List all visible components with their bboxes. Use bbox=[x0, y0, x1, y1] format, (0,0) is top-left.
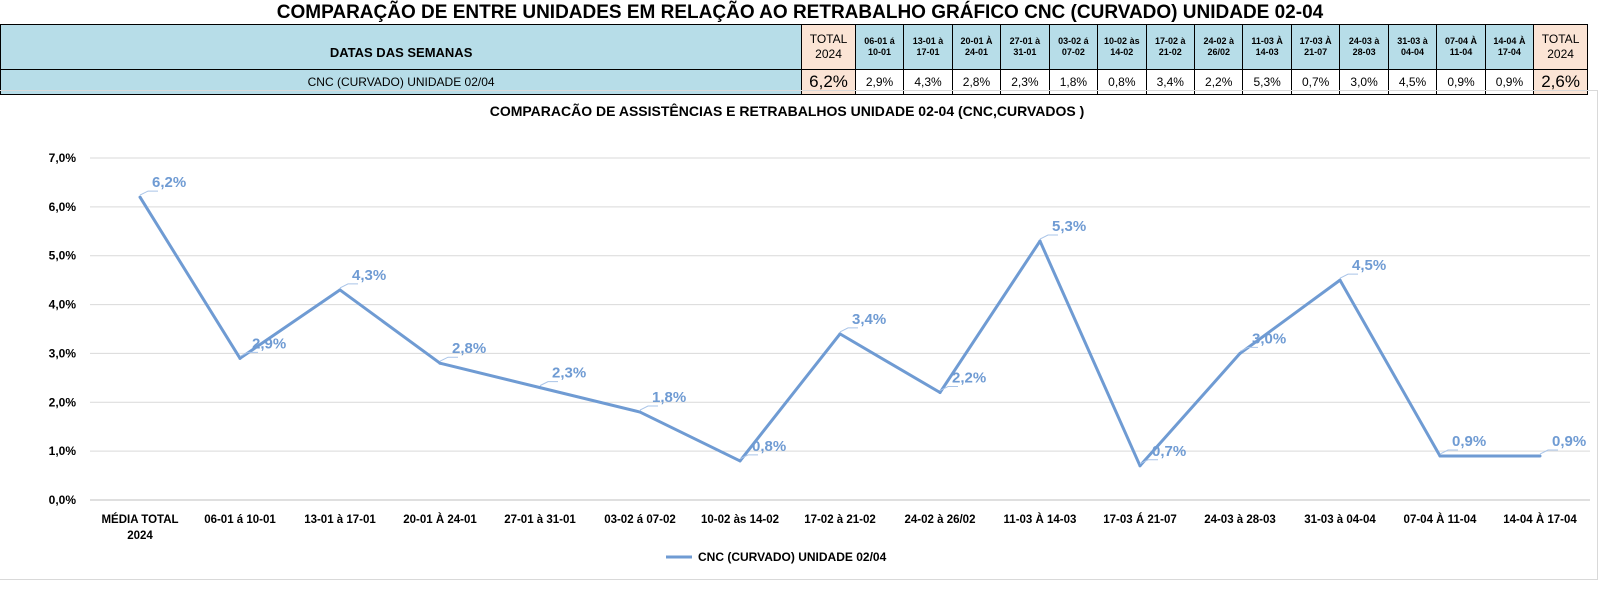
data-label-leader bbox=[239, 351, 258, 357]
week-header-cell: 06-01 á 10-01 bbox=[854, 24, 905, 70]
data-label: 0,8% bbox=[752, 438, 786, 455]
data-label-leader bbox=[739, 454, 758, 460]
x-tick-label: 14-04 À 17-04 bbox=[1503, 513, 1577, 526]
x-tick-label: 17-02 à 21-02 bbox=[804, 514, 876, 526]
week-header-cell: 27-01 à 31-01 bbox=[1000, 24, 1050, 70]
data-label-leader bbox=[439, 356, 458, 362]
series-plot bbox=[138, 195, 1542, 468]
data-label-leader bbox=[539, 381, 558, 387]
data-label-leader bbox=[639, 405, 658, 411]
data-label: 1,8% bbox=[652, 389, 686, 406]
data-point bbox=[1338, 278, 1342, 282]
gridlines bbox=[90, 157, 1590, 501]
data-point bbox=[1438, 454, 1442, 458]
data-label-leader bbox=[1539, 449, 1558, 455]
x-tick-label: 17-03 Á 21-07 bbox=[1103, 513, 1177, 526]
data-point bbox=[938, 391, 942, 395]
legend: CNC (CURVADO) UNIDADE 02/04 bbox=[666, 550, 887, 564]
y-tick-label: 0,0% bbox=[49, 493, 77, 507]
data-label: 2,8% bbox=[452, 340, 486, 357]
data-label-leader bbox=[1339, 273, 1358, 279]
week-header-cell: 17-03 À 21-07 bbox=[1290, 24, 1341, 70]
x-tick-label: 10-02 às 14-02 bbox=[701, 514, 779, 526]
data-label: 6,2% bbox=[152, 174, 186, 191]
data-label-leader bbox=[1139, 459, 1158, 465]
week-header-cell: 03-02 á 07-02 bbox=[1048, 24, 1099, 70]
week-header-cell: 11-03 À 14-03 bbox=[1242, 24, 1292, 70]
y-axis: 0,0% 1,0% 2,0% 3,0% 4,0% 5,0% 6,0% 7,0% bbox=[49, 151, 77, 507]
data-label: 5,3% bbox=[1052, 218, 1086, 235]
data-point bbox=[438, 361, 442, 365]
data-point bbox=[838, 332, 842, 336]
header-label: DATAS DAS SEMANAS bbox=[0, 24, 803, 70]
data-point bbox=[1138, 464, 1142, 468]
week-header-cell: 14-04 À 17-04 bbox=[1484, 24, 1535, 70]
week-header-cell: 20-01 À 24-01 bbox=[951, 24, 1002, 70]
x-tick-label: 03-02 á 07-02 bbox=[604, 514, 676, 526]
y-tick-label: 3,0% bbox=[49, 346, 77, 360]
data-label-leader bbox=[1439, 449, 1458, 455]
sheet-title: COMPARAÇÃO DE ENTRE UNIDADES EM RELAÇÃO … bbox=[276, 2, 1324, 23]
x-tick-label: 11-03 À 14-03 bbox=[1004, 513, 1077, 526]
week-header-cell: 13-01 à 17-01 bbox=[903, 24, 953, 70]
data-point bbox=[1538, 454, 1542, 458]
chart-area: COMPARACÃO DE ASSISTÊNCIAS E RETRABALHOS… bbox=[0, 90, 1598, 580]
x-tick-label: 07-04 À 11-04 bbox=[1404, 513, 1477, 526]
data-label: 0,9% bbox=[1452, 433, 1486, 450]
week-header-cell: 31-03 à 04-04 bbox=[1387, 24, 1438, 70]
x-axis: MÉDIA TOTAL 2024 06-01 á 10-01 13-01 à 17-0… bbox=[101, 513, 1577, 542]
data-point bbox=[638, 410, 642, 414]
data-point bbox=[238, 356, 242, 360]
data-label: 2,2% bbox=[952, 370, 986, 387]
data-point bbox=[738, 459, 742, 463]
total-left-header: TOTAL 2024 bbox=[801, 24, 856, 70]
x-tick-label: 31-03 à 04-04 bbox=[1304, 514, 1376, 526]
data-label-leader bbox=[1039, 234, 1058, 240]
week-header-cell: 10-02 às 14-02 bbox=[1097, 24, 1147, 70]
x-tick-label: 27-01 à 31-01 bbox=[504, 514, 576, 526]
y-tick-label: 2,0% bbox=[49, 395, 77, 409]
data-label-leader bbox=[139, 190, 158, 196]
data-label: 3,0% bbox=[1252, 330, 1286, 347]
week-header-cell: 24-02 à 26/02 bbox=[1193, 24, 1244, 70]
x-tick-label: 13-01 à 17-01 bbox=[304, 514, 376, 526]
data-point bbox=[338, 288, 342, 292]
data-label-leader bbox=[1239, 346, 1258, 352]
y-tick-label: 5,0% bbox=[49, 249, 77, 263]
data-label: 3,4% bbox=[852, 311, 886, 328]
data-label: 0,7% bbox=[1152, 443, 1186, 460]
y-tick-label: 6,0% bbox=[49, 200, 77, 214]
y-tick-label: 1,0% bbox=[49, 444, 77, 458]
data-label: 4,3% bbox=[352, 267, 386, 284]
y-tick-label: 4,0% bbox=[49, 298, 77, 312]
week-header-cell: 07-04 À 11-04 bbox=[1436, 24, 1486, 70]
y-tick-label: 7,0% bbox=[49, 151, 77, 165]
data-point bbox=[1238, 351, 1242, 355]
week-header-row: DATAS DAS SEMANAS TOTAL 2024 06-01 á 10-01… bbox=[0, 24, 1588, 70]
x-tick-label: 24-03 à 28-03 bbox=[1204, 514, 1276, 526]
chart-title: COMPARACÃO DE ASSISTÊNCIAS E RETRABALHOS… bbox=[490, 102, 1085, 119]
x-tick-label: 20-01 À 24-01 bbox=[403, 513, 477, 526]
data-point bbox=[138, 195, 142, 199]
data-label: 0,9% bbox=[1552, 433, 1586, 450]
data-label-leader bbox=[939, 386, 958, 391]
data-label-leader bbox=[839, 327, 858, 333]
week-header-cell: 24-03 à 28-03 bbox=[1339, 24, 1389, 70]
data-point bbox=[1038, 239, 1042, 243]
x-tick-label: 24-02 à 26/02 bbox=[905, 514, 976, 526]
x-tick-label: MÉDIA TOTAL 2024 bbox=[101, 513, 178, 542]
total-right-header: TOTAL 2024 bbox=[1533, 24, 1588, 70]
x-tick-label: 06-01 á 10-01 bbox=[204, 514, 276, 526]
line-chart: COMPARACÃO DE ASSISTÊNCIAS E RETRABALHOS… bbox=[49, 102, 1590, 564]
week-header-cell: 17-02 à 21-02 bbox=[1145, 24, 1196, 70]
data-labels: 6,2% 2,9% 4,3% 2,8% 2,3% 1,8% 0,8% 3,4% 2,2% 5,3%… bbox=[139, 174, 1586, 465]
legend-label: CNC (CURVADO) UNIDADE 02/04 bbox=[698, 550, 887, 564]
data-label: 2,9% bbox=[252, 335, 286, 352]
summary-table: DATAS DAS SEMANAS TOTAL 2024 06-01 á 10-01… bbox=[0, 24, 1588, 95]
data-label-leader bbox=[339, 283, 358, 289]
data-label: 2,3% bbox=[552, 365, 586, 382]
data-label: 4,5% bbox=[1352, 257, 1386, 274]
data-point bbox=[538, 386, 542, 390]
